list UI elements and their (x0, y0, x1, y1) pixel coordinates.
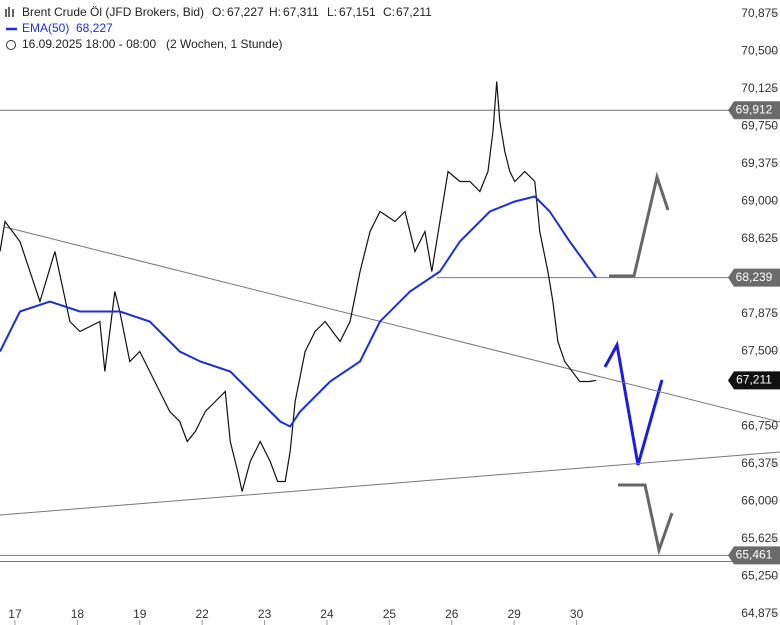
x-tick-label: 29 (507, 607, 521, 621)
level-label-bg (728, 371, 780, 390)
plot: 64,875 65,250 65,625 66,000 66,375 66,750 67,5… (0, 6, 780, 625)
scenario-up (609, 171, 670, 278)
ohlc-value: 67,227 (227, 5, 264, 19)
header-bg (0, 3, 440, 53)
x-tick-label: 30 (570, 607, 584, 621)
y-tick-label: 70,875 (741, 6, 778, 20)
y-tick-label: 69,375 (741, 156, 778, 170)
y-tick-label: 67,875 (741, 306, 778, 320)
x-tick-label: 18 (71, 607, 85, 621)
y-tick-label: 65,250 (741, 569, 778, 583)
y-tick-label: 66,375 (741, 456, 778, 470)
price-line (0, 81, 597, 492)
y-tick-label: 69,000 (741, 194, 778, 208)
y-tick-label: 64,875 (741, 606, 778, 620)
y-tick-label: 66,000 (741, 494, 778, 508)
level-label: 67,211 (736, 373, 772, 387)
trendline (4, 226, 780, 423)
header: Brent Crude Öl (JFD Brokers, Bid) O: 67,… (0, 3, 440, 53)
y-tick-label: 66,750 (741, 419, 778, 433)
ema-legend-value: 68,227 (76, 21, 113, 35)
clock-icon (6, 40, 16, 50)
ohlc-value: 67,311 (283, 5, 319, 19)
ohlc-label: L: (327, 5, 337, 19)
title: Brent Crude Öl (JFD Brokers, Bid) (22, 5, 204, 19)
level-label-bg (728, 546, 780, 565)
ohlc-label: C: (383, 5, 395, 19)
icon (5, 7, 14, 17)
x-tick-label: 17 (8, 607, 22, 621)
level-label: 69,912 (736, 102, 773, 116)
ema-legend: EMA(50) (22, 21, 69, 35)
x-tick-label: 19 (133, 607, 147, 621)
trendline (0, 451, 780, 516)
scenario-main (603, 340, 664, 466)
x-tick-label: 24 (320, 607, 334, 621)
x-tick-label: 25 (383, 607, 397, 621)
ohlc-label: H: (269, 5, 281, 19)
level-label-bg (728, 101, 780, 120)
period: (2 Wochen, 1 Stunde) (166, 37, 283, 51)
y-tick-label: 69,750 (741, 119, 778, 133)
level-label-bg (728, 268, 780, 287)
scenario-down (618, 483, 674, 556)
y-tick-label: 65,625 (741, 531, 778, 545)
ohlc-value: 67,211 (396, 5, 432, 19)
y-tick-label: 68,625 (741, 231, 778, 245)
y-tick-label: 70,125 (741, 81, 778, 95)
scenario-drawings (603, 171, 674, 556)
y-tick-label: 67,500 (741, 344, 778, 358)
x-tick-label: 26 (445, 607, 459, 621)
price-line (0, 195, 597, 428)
ohlc-value: 67,151 (339, 5, 376, 19)
x-tick-label: 22 (195, 607, 209, 621)
ohlc-label: O: (212, 5, 225, 19)
date-range: 16.09.2025 18:00 - 08:00 (22, 37, 156, 51)
level-label: 68,239 (736, 270, 773, 284)
y-tick-label: 70,500 (741, 44, 778, 58)
level-label: 65,461 (736, 548, 773, 562)
x-tick-label: 23 (258, 607, 272, 621)
